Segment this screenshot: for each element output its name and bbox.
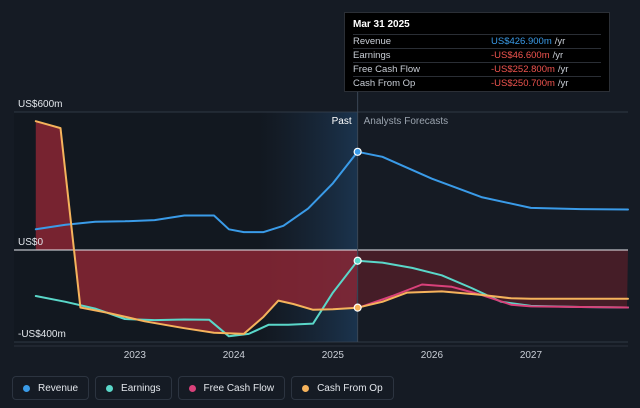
tooltip-row-label: Revenue [353, 36, 392, 47]
marker-revenue [353, 147, 362, 156]
series-line-revenue [34, 150, 629, 234]
y-tick-label: US$600m [18, 99, 62, 110]
tooltip-panel: Mar 31 2025 Revenue US$426.900m/yr Earning… [344, 12, 610, 92]
legend-item-revenue[interactable]: Revenue [12, 376, 90, 400]
marker-cash-from-op [353, 303, 362, 312]
legend-item-free-cash-flow[interactable]: Free Cash Flow [177, 376, 286, 400]
tooltip-date: Mar 31 2025 [353, 19, 410, 30]
y-tick-label: US$0 [18, 237, 43, 248]
legend-item-label: Revenue [38, 382, 79, 394]
past-label: Past [332, 116, 352, 127]
chart-legend: Revenue Earnings Free Cash Flow Cash From O… [12, 376, 394, 400]
tooltip-row-label: Earnings [353, 50, 391, 61]
x-tick-label: 2023 [124, 350, 147, 361]
x-tick-label: 2025 [322, 350, 345, 361]
tooltip-row-label: Cash From Op [353, 78, 416, 89]
tooltip-row-unit: /yr [554, 36, 566, 47]
tooltip-row-unit: /yr [557, 78, 569, 89]
forecast-label: Analysts Forecasts [364, 116, 448, 127]
y-tick-label: -US$400m [18, 329, 66, 340]
tooltip-row-cash-from-op: Cash From Op -US$250.700m/yr [353, 76, 601, 90]
legend-item-label: Earnings [121, 382, 161, 394]
marker-earnings [353, 256, 362, 265]
tooltip-row-value: -US$46.600m [491, 50, 550, 61]
legend-dot-icon [106, 384, 114, 392]
legend-item-cash-from-op[interactable]: Cash From Op [291, 376, 394, 400]
past-cashflow-area [35, 121, 358, 334]
tooltip-row-value: US$426.900m [491, 36, 552, 47]
legend-item-label: Cash From Op [317, 382, 383, 394]
x-tick-label: 2024 [223, 350, 246, 361]
legend-dot-icon [23, 384, 30, 392]
tooltip-row-unit: /yr [557, 64, 569, 75]
legend-item-earnings[interactable]: Earnings [95, 376, 172, 400]
x-tick-label: 2026 [421, 350, 444, 361]
series-line-cash-from-op [34, 120, 629, 335]
legend-dot-icon [188, 384, 196, 392]
tooltip-row-unit: /yr [552, 50, 564, 61]
tooltip-row-free-cash-flow: Free Cash Flow -US$252.800m/yr [353, 62, 601, 76]
tooltip-row-value: -US$252.800m [491, 64, 555, 75]
tooltip-row-earnings: Earnings -US$46.600m/yr [353, 48, 601, 62]
tooltip-row-revenue: Revenue US$426.900m/yr [353, 34, 601, 48]
tooltip-row-label: Free Cash Flow [353, 64, 421, 75]
forecast-cashflow-area [357, 250, 628, 308]
legend-dot-icon [302, 384, 310, 392]
tooltip-row-value: -US$250.700m [491, 78, 555, 89]
legend-item-label: Free Cash Flow [203, 382, 275, 394]
x-tick-label: 2027 [520, 350, 543, 361]
